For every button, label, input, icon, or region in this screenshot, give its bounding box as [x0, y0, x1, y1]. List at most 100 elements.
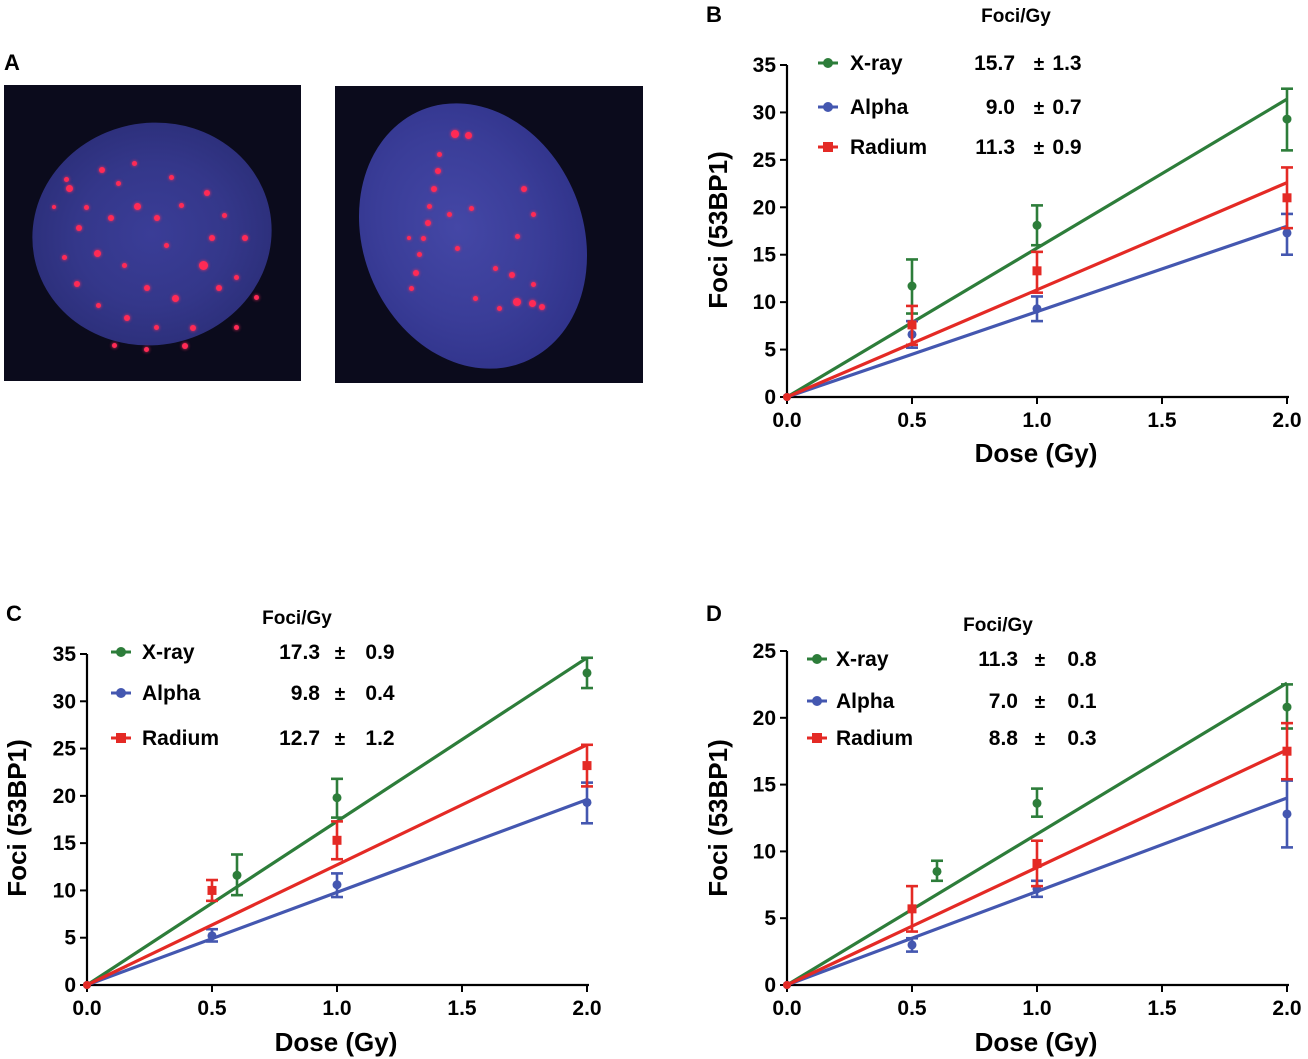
focus-dot — [108, 215, 114, 221]
y-tick-label: 10 — [53, 879, 76, 902]
focus-dot — [172, 295, 179, 302]
legend-pm-xray: ± — [1034, 54, 1044, 75]
legend-error-alpha: 0.7 — [1052, 96, 1081, 119]
legend-error-radium: 0.3 — [1067, 727, 1096, 750]
legend-label-alpha: Alpha — [836, 690, 895, 713]
legend-label-xray: X-ray — [836, 648, 889, 671]
focus-dot — [64, 177, 69, 182]
series-radium: Radium 8.8 ±0.3 — [783, 721, 1293, 989]
focus-dot — [451, 130, 459, 138]
focus-dot — [427, 204, 432, 209]
data-point-xray — [1032, 220, 1042, 230]
legend-marker-radium — [116, 733, 126, 743]
nucleus-image-xray — [4, 85, 301, 381]
legend-label-xray: X-ray — [850, 52, 903, 75]
data-point-alpha — [332, 880, 342, 890]
focus-dot — [169, 175, 174, 180]
legend-marker-xray — [116, 647, 126, 657]
x-axis-label: Dose (Gy) — [275, 1027, 398, 1057]
legend-marker-radium — [812, 733, 822, 743]
chart-title: Foci/Gy — [981, 6, 1051, 27]
series-radium: Radium 12.7 ±1.2 — [83, 727, 593, 989]
data-point-alpha — [207, 931, 217, 941]
fit-line-xray — [786, 97, 1288, 399]
fit-line-xray — [786, 681, 1288, 987]
y-axis-label: Foci (53BP1) — [703, 151, 733, 309]
focus-dot — [154, 215, 160, 221]
data-point-xray — [1282, 702, 1292, 712]
y-tick-label: 0 — [64, 974, 76, 997]
legend-label-alpha: Alpha — [142, 682, 201, 705]
series-xray: X-ray 15.7 ±1.3 — [783, 52, 1293, 401]
x-axis-label: Dose (Gy) — [975, 1027, 1098, 1057]
legend-error-xray: 0.8 — [1067, 648, 1097, 671]
data-point-radium — [207, 885, 217, 895]
data-point-radium — [907, 320, 917, 330]
x-tick-label: 2.0 — [1272, 997, 1301, 1020]
legend-pm-xray: ± — [1035, 650, 1045, 671]
legend-value-radium: 8.8 — [989, 727, 1019, 750]
focus-dot — [437, 152, 442, 157]
data-point-radium — [907, 904, 917, 914]
panel-a-letter: A — [4, 50, 20, 75]
focus-dot — [209, 235, 215, 241]
legend-pm-alpha: ± — [335, 684, 345, 705]
x-axis-label: Dose (Gy) — [975, 438, 1098, 468]
focus-dot — [134, 203, 141, 210]
x-tick-label: 2.0 — [1272, 409, 1301, 432]
y-tick-label: 15 — [53, 832, 77, 855]
series-xray: X-ray 11.3 ±0.8 — [783, 648, 1293, 989]
legend-label-radium: Radium — [850, 136, 927, 159]
legend-label-xray: X-ray — [142, 641, 195, 664]
x-tick-label: 2.0 — [572, 997, 601, 1020]
focus-dot — [413, 270, 419, 276]
panel-d-letter: D — [706, 601, 722, 626]
focus-dot — [199, 261, 208, 270]
y-tick-label: 0 — [764, 386, 776, 409]
chart-c-group: 0.0 0.5 1.0 1.5 2.0 0 5 10 15 20 25 30 35 Dose (Gy) Fo… — [2, 608, 602, 1057]
legend-error-radium: 1.2 — [365, 727, 394, 750]
focus-dot — [62, 255, 67, 260]
focus-dot — [234, 275, 239, 280]
y-tick-label: 30 — [753, 101, 776, 124]
focus-dot — [515, 234, 520, 239]
data-point-alpha — [582, 797, 592, 807]
y-tick-label: 25 — [753, 640, 777, 663]
focus-dot — [465, 132, 472, 139]
data-point-xray — [907, 281, 917, 291]
fit-line-radium — [86, 743, 588, 987]
panel-b-letter: B — [706, 2, 722, 27]
focus-dot — [144, 285, 150, 291]
x-tick-label: 1.5 — [1147, 409, 1177, 432]
focus-dot — [531, 212, 536, 217]
legend-value-xray: 15.7 — [974, 52, 1015, 75]
focus-dot — [154, 325, 159, 330]
x-tick-label: 1.0 — [1022, 997, 1051, 1020]
chart-title: Foci/Gy — [963, 615, 1033, 636]
focus-dot — [74, 281, 80, 287]
focus-dot — [447, 212, 452, 217]
focus-dot — [435, 168, 441, 174]
legend-marker-alpha — [823, 102, 833, 112]
y-tick-label: 15 — [753, 244, 777, 267]
focus-dot — [116, 181, 121, 186]
legend-error-alpha: 0.1 — [1067, 690, 1097, 713]
focus-dot — [190, 325, 196, 331]
x-tick-label: 0.5 — [897, 997, 927, 1020]
data-point-radium — [1032, 858, 1042, 868]
y-tick-label: 25 — [53, 738, 77, 761]
x-tick-label: 0.5 — [197, 997, 227, 1020]
legend-value-alpha: 9.8 — [291, 682, 321, 705]
focus-dot — [531, 282, 536, 287]
data-point-xray — [932, 866, 942, 876]
legend-error-radium: 0.9 — [1052, 136, 1081, 159]
x-tick-label: 0.0 — [772, 409, 801, 432]
x-tick-label: 0.0 — [772, 997, 801, 1020]
data-point-radium — [783, 393, 791, 401]
data-point-xray — [332, 793, 342, 803]
y-tick-label: 35 — [53, 643, 77, 666]
y-tick-label: 20 — [53, 785, 76, 808]
y-tick-label: 5 — [764, 907, 776, 930]
legend-pm-alpha: ± — [1034, 98, 1044, 119]
